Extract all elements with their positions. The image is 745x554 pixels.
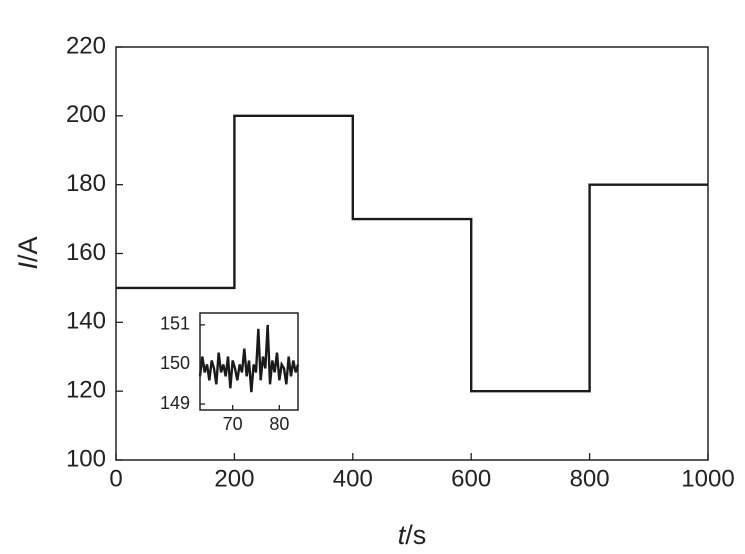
y-tick-label: 150 (160, 353, 190, 373)
x-tick-label: 80 (269, 414, 289, 434)
y-tick-label: 100 (66, 445, 106, 472)
x-tick-label: 200 (214, 466, 254, 493)
x-label-symbol: t (398, 520, 407, 550)
y-tick-label: 200 (66, 101, 106, 128)
x-axis-label: t/s (398, 520, 427, 550)
x-tick-label: 400 (333, 466, 373, 493)
y-tick-label: 151 (160, 314, 190, 334)
data-line (116, 114, 708, 393)
y-tick-label: 220 (66, 32, 106, 59)
x-tick-label: 70 (223, 414, 243, 434)
y-tick-label: 140 (66, 308, 106, 335)
x-label-unit: /s (405, 520, 426, 550)
x-tick-label: 800 (570, 466, 610, 493)
y-tick-label: 180 (66, 170, 106, 197)
y-tick-label: 149 (160, 393, 190, 413)
y-tick-label: 160 (66, 239, 106, 266)
x-tick-label: 0 (109, 466, 122, 493)
plot-frame (199, 312, 299, 411)
y-label-unit: /A (13, 236, 43, 262)
y-axis-label: I/A (13, 236, 43, 269)
data-line (198, 324, 300, 393)
y-tick-label: 120 (66, 377, 106, 404)
x-tick-label: 600 (451, 466, 491, 493)
x-tick-label: 1000 (681, 466, 734, 493)
y-label-symbol: I (13, 262, 43, 270)
